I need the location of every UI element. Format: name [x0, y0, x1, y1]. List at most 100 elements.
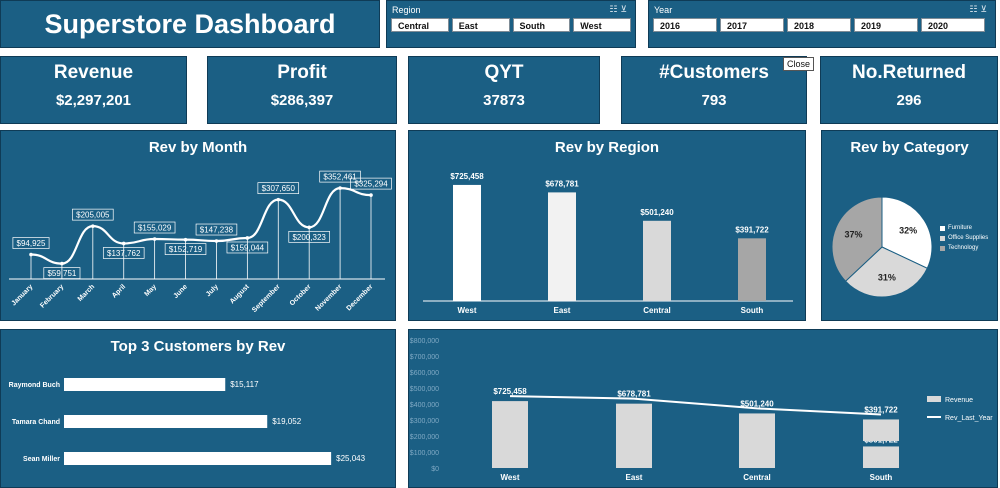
data-point [214, 239, 219, 243]
bar [64, 378, 226, 391]
slice-label: 37% [845, 230, 863, 240]
clear-filter-icon[interactable]: ⊻ [980, 4, 990, 14]
bar-upper [739, 413, 775, 441]
x-tick-label: August [229, 283, 251, 305]
slice-label: 32% [899, 225, 917, 235]
y-tick-label: $100,000 [410, 450, 439, 457]
kpi-label: #Customers [659, 62, 769, 83]
y-tick-label: $800,000 [410, 338, 439, 345]
data-label: $678,781 [617, 390, 651, 399]
data-label-box [133, 221, 176, 234]
bar-upper [616, 403, 652, 441]
region-slicer-item-west[interactable]: West [573, 18, 631, 32]
data-point [152, 237, 157, 241]
x-tick-label: June [172, 283, 189, 300]
pie-slice [831, 196, 883, 282]
rev-by-region-chart: $725,458 West $678,781 East $501,240 Central $… [423, 172, 793, 315]
y-tick-label: $400,000 [410, 402, 439, 409]
x-tick-label: Central [743, 473, 771, 482]
data-label: $391,722 [864, 405, 898, 414]
x-tick-label: November [314, 283, 343, 312]
data-label: $94,925 [17, 239, 46, 248]
region-slicer-item-east[interactable]: East [451, 18, 510, 32]
bar-upper [492, 401, 528, 441]
data-label: $501,240 [640, 208, 674, 217]
data-point [338, 186, 342, 190]
kpi-label: Revenue [53, 62, 134, 83]
x-tick-label: September [251, 283, 282, 314]
bar [453, 184, 481, 301]
bar [643, 220, 671, 301]
region-slicer-title: Region [392, 4, 421, 15]
y-tick-label: $0 [431, 466, 439, 473]
region-slicer-item-central[interactable]: Central [391, 18, 449, 32]
rev-by-category-chart: 32% 31% 37% [831, 196, 933, 298]
legend-item: Furniture [940, 225, 988, 231]
data-label: $200,323 [292, 233, 326, 242]
x-tick-label: South [741, 306, 764, 315]
data-label: $155,029 [138, 224, 172, 233]
data-point [369, 193, 373, 197]
bar-revenue [863, 446, 899, 468]
x-tick-label: May [143, 283, 158, 298]
year-slicer-item-2016[interactable]: 2016 [653, 18, 717, 32]
data-label: $15,117 [230, 380, 259, 389]
bar [64, 415, 268, 428]
x-tick-label: West [458, 306, 477, 315]
data-label-box [257, 182, 300, 195]
rev-by-month-panel: Rev by Month $94,925 $59,751 $205,005 $137,… [0, 130, 396, 321]
data-label-box [43, 267, 81, 279]
pie-slice [844, 246, 928, 298]
bar [64, 452, 332, 465]
legend-label: Rev_Last_Year [945, 415, 993, 422]
y-tick-label: $300,000 [410, 418, 439, 425]
legend-label: Office Supplies [948, 235, 989, 241]
region-slicer-item-south[interactable]: South [512, 18, 571, 32]
data-point [121, 241, 126, 246]
x-tick-label: West [501, 473, 520, 482]
year-slicer-item-2020[interactable]: 2020 [921, 18, 985, 32]
kpi-card-customers: #Customers 793 [621, 56, 807, 124]
year-slicer-item-2018[interactable]: 2018 [787, 18, 851, 32]
data-point [91, 224, 95, 228]
dashboard-title: Superstore Dashboard [44, 9, 336, 39]
y-tick-label: $600,000 [410, 370, 439, 377]
kpi-card-revenue: Revenue $2,297,201 [0, 56, 187, 124]
multi-select-icon[interactable]: ☷ [609, 4, 621, 14]
year-slicer-item-2019[interactable]: 2019 [854, 18, 918, 32]
legend-label: Furniture [948, 225, 973, 231]
clear-filter-icon[interactable]: ⊻ [620, 4, 630, 14]
x-tick-label: December [346, 283, 375, 312]
data-label-box [288, 230, 330, 243]
multi-select-icon[interactable]: ☷ [969, 4, 981, 14]
data-label-box [12, 237, 50, 249]
chart-title: Rev by Month [148, 139, 248, 156]
rev-by-category-panel: Rev by Category 32% 31% 37% Furniture Offic… [821, 130, 998, 321]
legend-item: Office Supplies [940, 235, 988, 241]
y-tick-label: Sean Miller [23, 456, 60, 463]
data-point [276, 197, 281, 202]
kpi-card-profit: Profit $286,397 [207, 56, 397, 124]
x-tick-label: East [554, 306, 571, 315]
data-label: $325,294 [354, 180, 388, 189]
data-label: $152,719 [169, 245, 203, 254]
rev-by-month-chart: $94,925 $59,751 $205,005 $137,762 $155,029 $1… [9, 170, 392, 314]
rev-by-region-panel: Rev by Region $725,458 West $678,781 East $5… [408, 130, 806, 321]
data-label: $137,762 [107, 249, 141, 258]
data-label: $678,781 [545, 179, 579, 188]
x-tick-label: October [289, 283, 313, 307]
slice-label: 31% [878, 273, 896, 283]
data-point [29, 252, 33, 257]
data-point [183, 237, 188, 242]
kpi-value: 793 [701, 92, 727, 109]
legend-swatch [940, 225, 945, 231]
data-point [307, 225, 311, 230]
kpi-card-qyt: QYT 37873 [408, 56, 600, 124]
year-slicer-item-2017[interactable]: 2017 [720, 18, 784, 32]
close-tooltip[interactable]: Close [783, 57, 815, 71]
legend-item: Technology [940, 245, 988, 251]
chart-title: Rev by Region [554, 139, 660, 156]
x-tick-label: January [10, 283, 34, 307]
y-tick-label: Raymond Buch [9, 382, 60, 389]
x-tick-label: South [870, 473, 893, 482]
